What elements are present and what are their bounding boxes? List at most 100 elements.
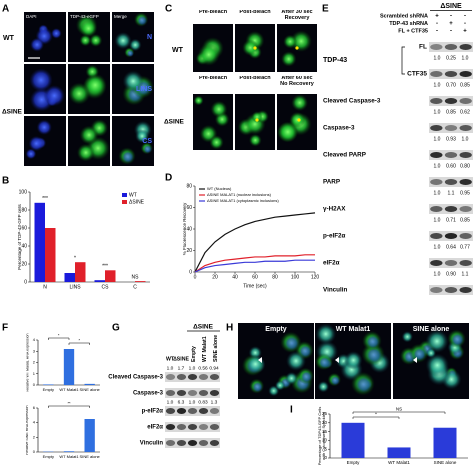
condition-sign: -: [450, 29, 452, 35]
y-tick-label: 4: [33, 420, 36, 425]
blot-label: PARP: [323, 179, 340, 186]
bar: [34, 202, 45, 282]
significance: ***: [42, 196, 48, 202]
blot-label: CTF35: [407, 71, 427, 78]
quantification: 1.0: [189, 399, 196, 405]
y-tick-label: 0: [189, 269, 192, 275]
x-tick-label: SINE alone: [80, 454, 101, 459]
cell-signal: [209, 135, 224, 150]
condition-sign: +: [463, 29, 467, 35]
quantification: 0.56: [198, 365, 208, 371]
cell-signal: [277, 121, 299, 143]
line-series: [194, 259, 315, 273]
blot-band: [176, 408, 187, 414]
significance: NS: [132, 274, 140, 280]
bar: [94, 280, 105, 282]
blot-band: [459, 206, 472, 212]
row-label: ΔSINE: [164, 119, 185, 126]
nucleus-signal: [252, 381, 263, 393]
condition-label: FL + CTF35: [398, 28, 428, 34]
legend-label: ΔSINE MALAT1 (cytoplasmic inclusions): [207, 198, 279, 203]
y-tick-label: 1: [33, 371, 36, 376]
x-tick-label: WT Malat1: [59, 454, 79, 459]
significance: *: [79, 338, 81, 343]
column-header: Post-bleach: [239, 76, 271, 81]
panel-label: C: [165, 4, 172, 15]
legend-swatch: [122, 193, 127, 197]
blot-band: [430, 71, 443, 77]
cell-signal: [36, 119, 52, 135]
column-header-box: Post-bleach: [239, 10, 270, 15]
row-label: ΔSINE: [2, 109, 23, 116]
x-axis-label: Time (sec): [243, 283, 267, 289]
x-tick-label: 100: [291, 274, 300, 280]
bar: [433, 427, 457, 458]
blot-band: [444, 152, 458, 158]
blot-label: p-eIF2α: [142, 409, 164, 415]
x-tick-label: LINS: [69, 284, 81, 290]
x-tick-label: C: [133, 284, 137, 290]
cell-signal: [285, 371, 299, 385]
y-axis-label-box: % Fluorescence Recovery: [183, 203, 187, 256]
y-tick-label: 6: [33, 405, 36, 410]
significance-bracket: [352, 411, 446, 414]
significance-bracket: [352, 416, 400, 419]
y-tick-label: 20: [21, 261, 27, 267]
bracket: [401, 46, 405, 75]
blot-band: [430, 152, 443, 158]
quantification: 0.80: [460, 163, 470, 169]
blot-band: [459, 179, 472, 185]
blot-label: γ-H2AX: [323, 206, 346, 213]
cell-signal: [79, 125, 99, 145]
quantification: 0.70: [446, 82, 456, 88]
blot-band: [459, 98, 472, 104]
column-header: DAPI: [26, 14, 37, 19]
y-axis-label: Relative WT Malat1 RNA expression: [26, 333, 29, 392]
quantification: 1.0: [434, 190, 441, 196]
blot-band: [176, 390, 187, 396]
bar: [75, 262, 86, 282]
cell-signal: [291, 94, 309, 112]
y-axis-label-box: Relative SINE RNA expression: [26, 405, 29, 454]
panel-label: G: [112, 323, 120, 334]
y-tick-label: 0: [324, 455, 327, 460]
quantification: 1.0: [462, 136, 469, 142]
blot-background: [165, 388, 220, 398]
y-tick-label: 2: [33, 434, 36, 439]
quantification: 1.0: [434, 55, 441, 61]
nucleus-signal: [300, 371, 313, 383]
quantification: 0.62: [460, 109, 470, 115]
x-tick-label: WT Malat1: [59, 387, 79, 392]
blot-band: [209, 424, 220, 430]
blot-band: [165, 424, 176, 430]
blot-label: Caspase-3: [133, 391, 164, 397]
localization-label: LINS: [136, 86, 152, 93]
nucleus-signal: [355, 376, 373, 394]
lane-label: WT: [166, 356, 175, 362]
quantification: 1.0: [434, 244, 441, 250]
blot-label: Cleaved PARP: [323, 152, 366, 159]
quantification: 0.85: [446, 109, 456, 115]
blot-band: [444, 71, 458, 77]
blot-band: [459, 44, 472, 50]
nucleus-signal: [121, 150, 135, 164]
blot-band: [430, 44, 443, 50]
quantification: 6.3: [178, 399, 185, 405]
blot-band: [444, 44, 458, 50]
nucleus-signal: [143, 144, 153, 154]
quantification: 0.25: [446, 55, 456, 61]
blot-band: [187, 390, 198, 396]
y-tick-label: 100: [19, 189, 28, 195]
quantification: 1.0: [434, 136, 441, 142]
cell-signal: [114, 31, 132, 50]
nucleus-signal: [366, 334, 380, 349]
quantification: 0.71: [446, 217, 456, 223]
quantification: 1.0: [434, 271, 441, 277]
blot-label: p-eIF2α: [323, 233, 346, 240]
line-series: [194, 254, 315, 273]
quantification: 1.0: [167, 399, 174, 405]
column-header-box: Post-bleach: [239, 76, 271, 81]
quantification: 1.0: [462, 55, 469, 61]
